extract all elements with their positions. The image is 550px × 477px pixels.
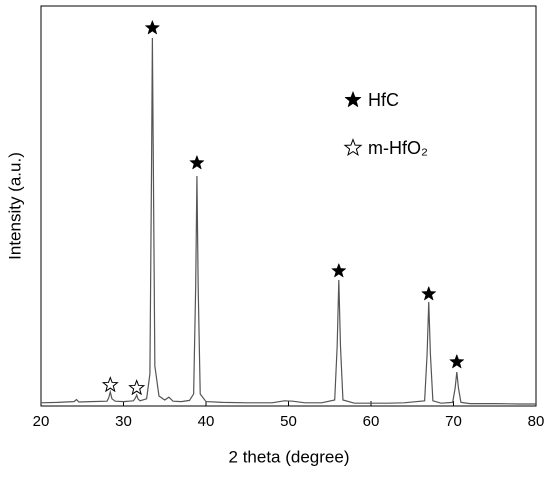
legend-marker [343,138,363,157]
x-tick-label: 60 [363,413,380,430]
x-tick-label: 50 [280,413,297,430]
x-axis-label: 2 theta (degree) [229,447,350,466]
legend-label: HfC [368,90,399,110]
peak-marker [128,379,146,396]
x-tick-label: 30 [115,413,132,430]
peak-marker [331,262,347,278]
peak-marker [101,376,119,393]
legend-marker [344,90,362,108]
pattern-line [40,37,536,405]
x-tick-label: 80 [528,413,545,430]
x-tick-label: 70 [445,413,462,430]
legend-label: m-HfO₂ [368,138,428,158]
plot-frame [40,5,537,407]
x-tick-label: 20 [33,413,50,430]
peak-marker [420,285,437,301]
x-tick-label: 40 [198,413,215,430]
peak-marker [448,353,465,369]
peak-marker [144,19,161,35]
peak-marker [189,154,205,170]
y-axis-label: Intensity (a.u.) [5,152,24,260]
